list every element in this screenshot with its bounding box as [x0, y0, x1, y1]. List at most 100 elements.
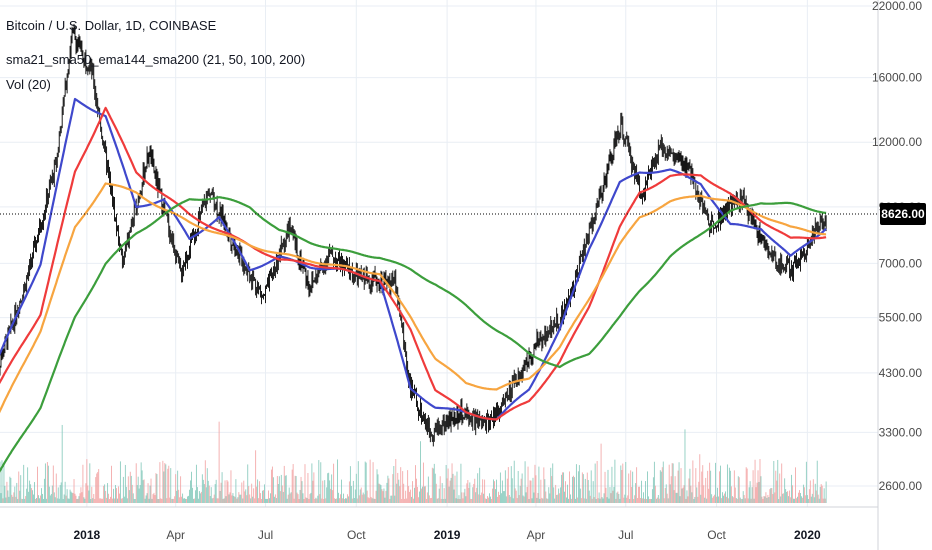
volume-bar [174, 496, 176, 503]
volume-bar [662, 461, 664, 503]
volume-bar [669, 484, 671, 503]
volume-bar [262, 490, 263, 503]
volume-bar [337, 459, 338, 503]
volume-bar [536, 497, 538, 503]
volume-bar [524, 461, 526, 503]
volume-bar [597, 498, 599, 503]
volume-bar [459, 498, 461, 503]
volume-bar [457, 498, 459, 503]
volume-bar [163, 471, 165, 503]
volume-bar [440, 498, 442, 503]
indicator-legend[interactable]: sma21_sma50_ema144_sma200 (21, 50, 100, … [6, 52, 306, 67]
volume-bar [305, 497, 307, 503]
volume-bar [65, 495, 67, 503]
volume-bar [231, 495, 233, 503]
volume-bar [748, 487, 750, 503]
volume-bar [32, 490, 34, 503]
volume-bar [100, 498, 102, 503]
volume-bar [559, 493, 561, 503]
volume-bar [228, 494, 230, 503]
volume-bar [58, 498, 60, 503]
volume-bar [316, 498, 318, 503]
volume-bar [801, 497, 803, 503]
volume-bar [740, 498, 742, 503]
volume-bar [193, 498, 195, 503]
volume-bar [600, 443, 602, 503]
volume-bar [512, 498, 514, 503]
volume-bar [302, 493, 304, 503]
volume-bar [674, 476, 676, 503]
volume-bar [550, 467, 552, 503]
volume-bar [176, 490, 178, 503]
volume-bar [148, 498, 150, 503]
volume-bar [489, 493, 490, 503]
volume-bar [99, 498, 101, 503]
volume-bar [549, 493, 551, 503]
volume-bar [285, 475, 287, 503]
volume-bar [82, 464, 84, 503]
volume-bar [241, 482, 243, 503]
volume-bar [345, 498, 346, 503]
volume-bar [487, 496, 489, 503]
volume-bar [774, 492, 776, 503]
volume-bar [247, 464, 249, 503]
volume-bar [257, 479, 259, 503]
volume-bar [619, 498, 621, 503]
volume-bar [78, 496, 80, 503]
volume-bar [51, 485, 53, 503]
volume-bar [129, 471, 131, 503]
symbol-title[interactable]: Bitcoin / U.S. Dollar, 1D, COINBASE [6, 18, 217, 33]
ma-line-sma21 [0, 97, 827, 421]
volume-bar [253, 488, 255, 503]
volume-bar [754, 459, 756, 503]
volume-bar [598, 492, 600, 503]
volume-bar [364, 461, 366, 503]
volume-bar [761, 496, 763, 503]
volume-bar [590, 470, 592, 503]
volume-bar [794, 498, 795, 503]
volume-bar [75, 495, 77, 503]
volume-bar [269, 498, 270, 503]
volume-bar [268, 490, 269, 503]
volume-bar [637, 498, 639, 503]
volume-bar [537, 492, 539, 503]
volume-bar [147, 483, 149, 503]
volume-bar [676, 492, 678, 503]
volume-bar [122, 476, 124, 503]
volume-bar [610, 493, 612, 503]
time-axis[interactable]: 2018 Apr Jul Oct 2019 Apr Jul Oct 2020 [74, 528, 822, 542]
volume-bar [395, 459, 397, 503]
volume-legend[interactable]: Vol (20) [6, 77, 51, 92]
volume-bar [690, 485, 692, 503]
volume-bar [739, 497, 741, 503]
volume-bar [438, 488, 440, 503]
volume-bar [318, 460, 320, 503]
volume-bar [781, 463, 783, 503]
volume-bar [88, 490, 90, 503]
volume-bar [579, 488, 581, 503]
volume-bar [261, 498, 262, 503]
volume-bar [469, 482, 471, 503]
volume-bar [768, 497, 770, 503]
volume-bar [645, 481, 646, 503]
price-axis[interactable]: 22000.0016000.0012000.009000.007000.0055… [872, 0, 922, 493]
volume-bar [273, 496, 275, 503]
volume-bar [165, 464, 167, 503]
volume-bar [127, 476, 129, 503]
volume-bar [694, 496, 696, 503]
volume-bar [458, 495, 460, 503]
volume-bar [576, 497, 578, 503]
volume-bar [460, 463, 462, 503]
volume-bar [675, 492, 677, 503]
volume-bar [332, 490, 334, 503]
volume-bar [196, 487, 198, 503]
volume-bar [588, 490, 590, 503]
volume-bar [644, 498, 645, 503]
volume-bar [531, 498, 533, 503]
volume-bar [289, 493, 291, 503]
volume-bar [722, 492, 723, 503]
volume-bar [152, 494, 154, 503]
volume-bar [248, 486, 250, 503]
volume-bar [381, 489, 383, 503]
